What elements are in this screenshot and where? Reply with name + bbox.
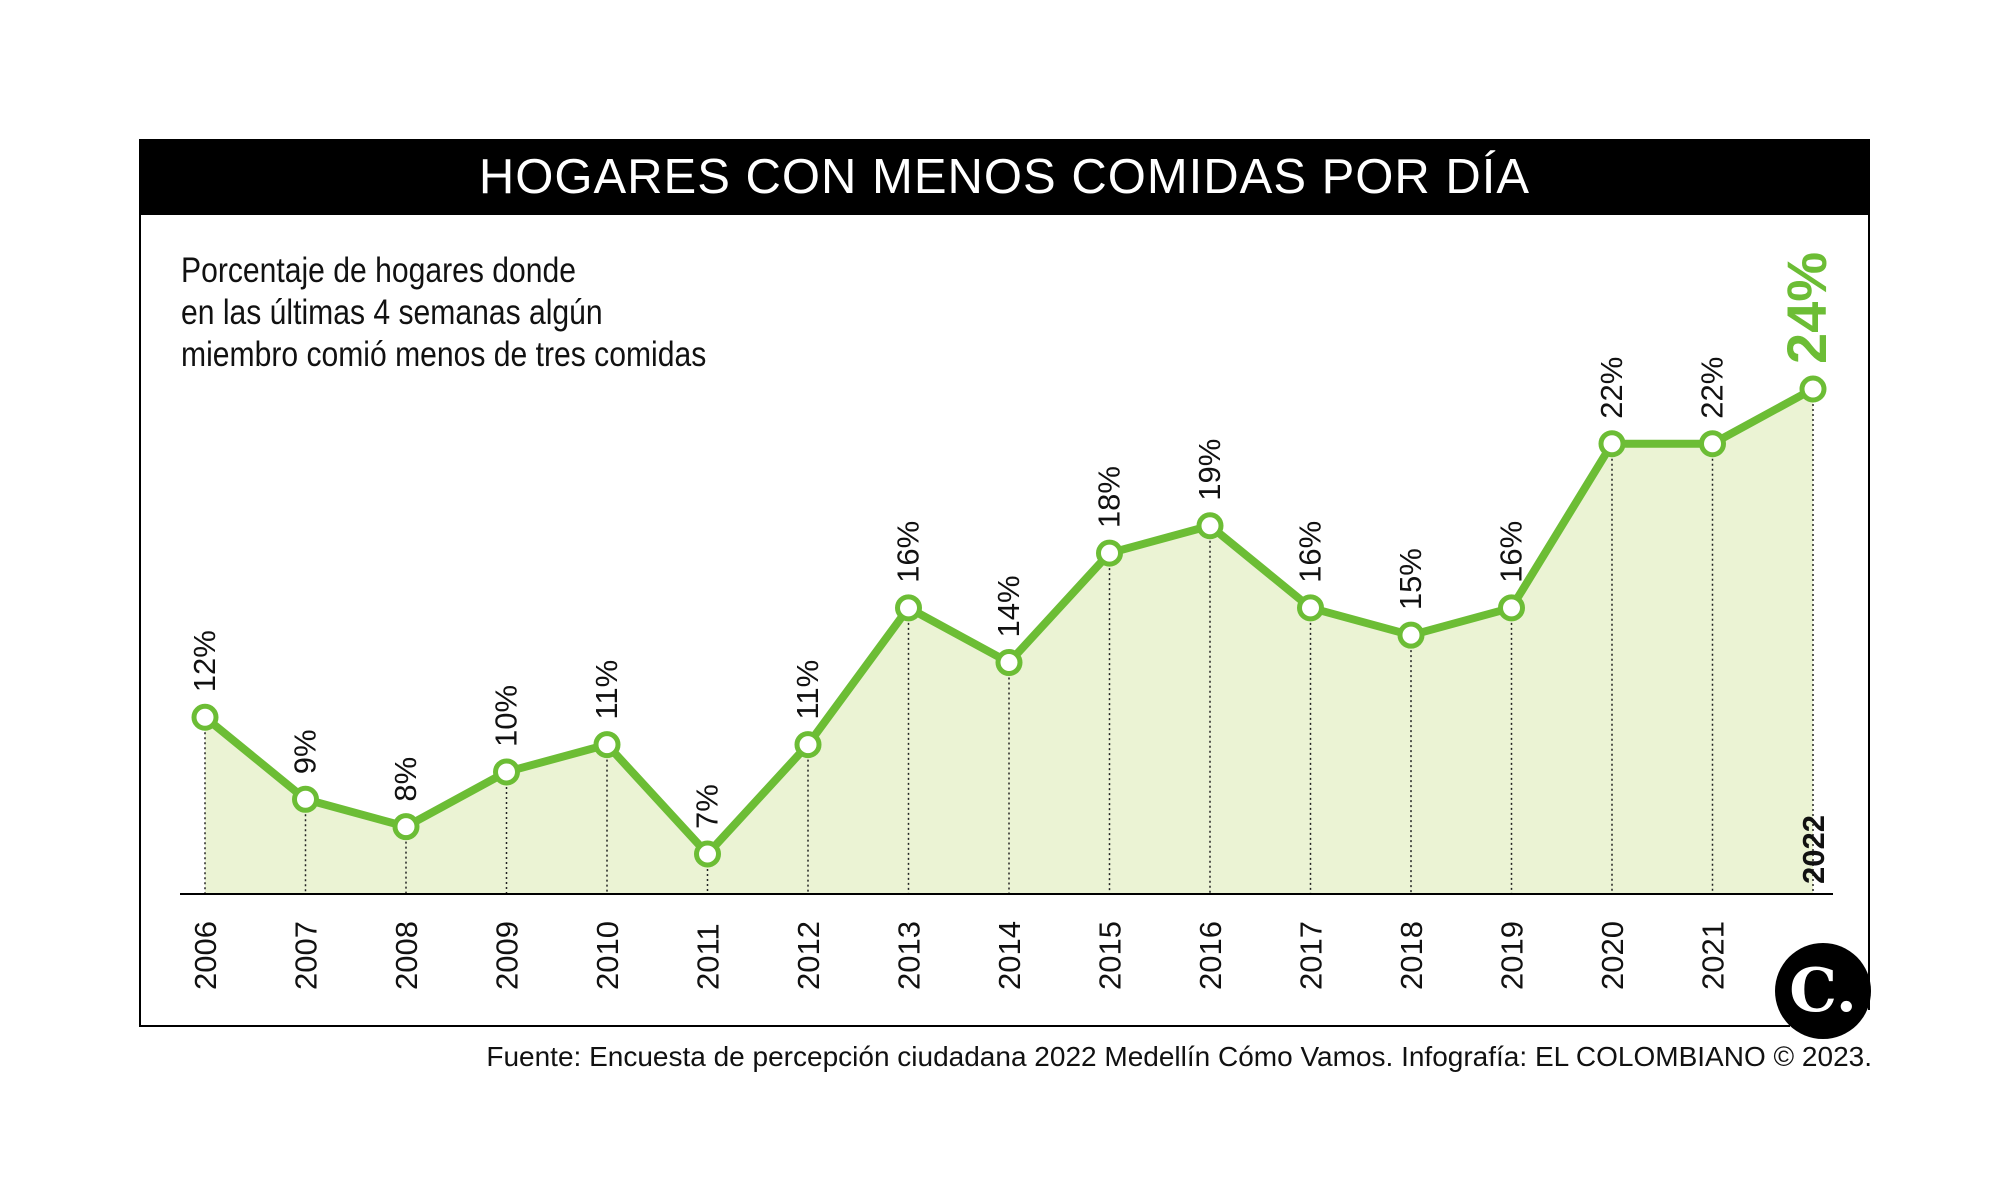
data-label-2022: 24% [1775, 252, 1838, 364]
point-2015 [1096, 539, 1123, 567]
point-2018 [1397, 621, 1425, 649]
point-2011 [694, 840, 721, 868]
data-label-2021: 22% [1695, 357, 1730, 419]
data-label-2012: 11% [790, 660, 825, 720]
x-tick-2008: 2008 [389, 921, 424, 990]
point-2020 [1598, 430, 1626, 458]
subtitle-line-2: en las últimas 4 semanas algún [181, 293, 603, 332]
data-label-2019: 16% [1494, 521, 1529, 583]
x-tick-2019: 2019 [1495, 921, 1530, 990]
point-2008 [392, 813, 420, 841]
chart-subtitle: Porcentaje de hogares donde en las últim… [181, 250, 869, 376]
data-label-2010: 11% [589, 660, 624, 720]
data-label-2008: 8% [388, 757, 423, 802]
point-2013 [895, 594, 922, 622]
point-2019 [1498, 594, 1525, 622]
data-label-2015: 18% [1092, 466, 1127, 528]
point-2006 [191, 703, 219, 731]
point-2010 [593, 731, 621, 759]
data-label-2009: 10% [489, 685, 524, 747]
x-tick-2012: 2012 [791, 921, 826, 990]
point-2007 [292, 785, 319, 813]
point-2017 [1297, 594, 1324, 622]
x-tick-2020: 2020 [1595, 921, 1630, 990]
x-tick-2007: 2007 [289, 921, 324, 990]
point-2022 [1799, 375, 1827, 403]
data-label-2016: 19% [1192, 439, 1227, 501]
subtitle-line-1: Porcentaje de hogares donde [181, 251, 576, 290]
point-2014 [995, 649, 1023, 677]
data-label-2006: 12% [187, 630, 222, 692]
source-note: Fuente: Encuesta de percepción ciudadana… [486, 1041, 1872, 1072]
data-label-2013: 16% [891, 521, 926, 583]
data-label-2014: 14% [991, 575, 1026, 637]
chart-title: HOGARES CON MENOS COMIDAS POR DÍA [139, 139, 1870, 215]
point-2009 [493, 758, 520, 786]
x-tick-2009: 2009 [490, 921, 525, 990]
subtitle-line-3: miembro comió menos de tres comidas [181, 335, 707, 374]
data-label-2017: 16% [1293, 521, 1328, 583]
x-tick-2006: 2006 [188, 921, 223, 990]
x-tick-2022: 2022 [1796, 815, 1831, 884]
data-label-2011: 7% [690, 784, 725, 829]
data-label-2020: 22% [1594, 357, 1629, 419]
x-tick-2011: 2011 [691, 923, 726, 990]
area-fill [205, 389, 1813, 894]
x-tick-2010: 2010 [590, 921, 625, 990]
x-tick-2013: 2013 [892, 921, 927, 990]
data-label-2018: 15% [1393, 548, 1428, 610]
el-colombiano-logo: C. [1775, 943, 1871, 1039]
point-2012 [794, 731, 822, 759]
x-tick-2016: 2016 [1193, 921, 1228, 990]
x-tick-2018: 2018 [1394, 921, 1429, 990]
x-tick-2014: 2014 [992, 921, 1027, 990]
point-2021 [1699, 430, 1726, 458]
point-2016 [1196, 512, 1224, 540]
x-tick-2021: 2021 [1696, 921, 1731, 990]
x-tick-2015: 2015 [1093, 921, 1128, 990]
x-tick-2017: 2017 [1294, 921, 1329, 990]
data-label-2007: 9% [288, 729, 323, 774]
